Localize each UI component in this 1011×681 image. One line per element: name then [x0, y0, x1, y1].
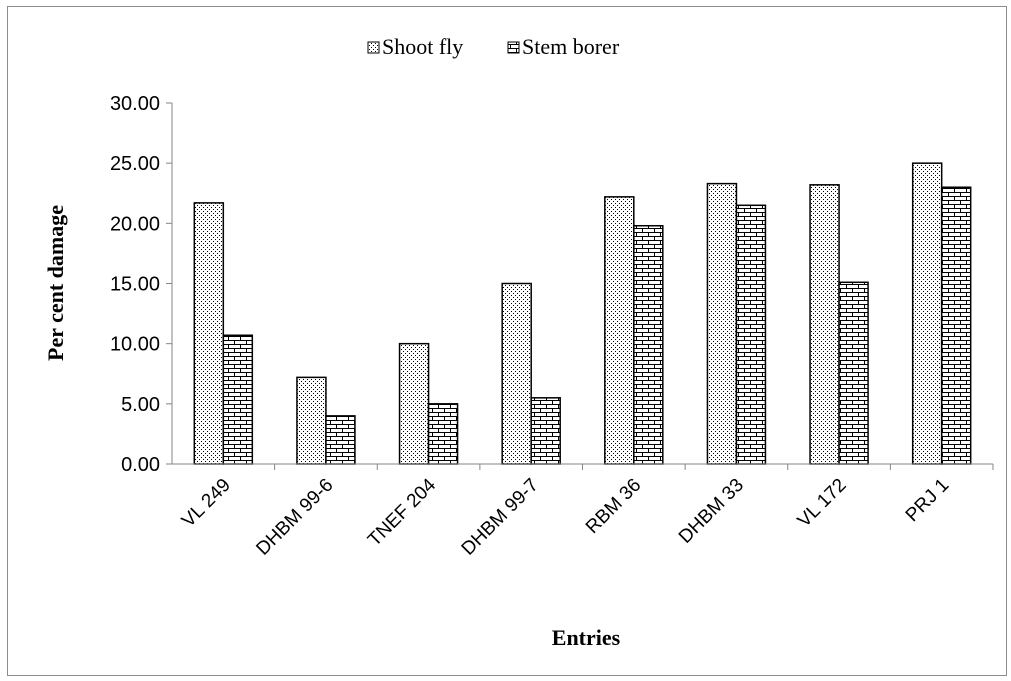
bar-shoot-fly-dhbm-99-7 [501, 282, 532, 465]
y-tick-label: 15.00 [110, 274, 160, 296]
y-tick-label: 30.00 [110, 93, 160, 115]
x-tick-label: DHBM 99-6 [252, 475, 337, 560]
bar-stem-borer-vl-249 [222, 334, 254, 465]
x-axis-title: Entries [552, 625, 621, 650]
y-tick-label: 25.00 [110, 153, 160, 175]
bar-shoot-fly-tnef-204 [398, 342, 430, 465]
legend-item-shoot-fly: Shoot fly [367, 34, 463, 59]
bar-stem-borer-tnef-204 [427, 403, 459, 465]
bar-stem-borer-prj-1 [940, 186, 972, 465]
x-tick-label: DHBM 99-7 [458, 475, 543, 560]
bar-shoot-fly-rbm-36 [604, 196, 635, 465]
legend: Shoot fly Stem borer [367, 34, 620, 59]
bar-shoot-fly-vl-249 [193, 202, 225, 465]
bar-stem-borer-vl-172 [838, 281, 869, 465]
bar-stem-borer-rbm-36 [633, 224, 664, 465]
bar-stem-borer-dhbm-99-7 [530, 397, 561, 465]
y-tick-label: 20.00 [110, 213, 160, 235]
legend-item-stem-borer: Stem borer [507, 34, 620, 59]
y-tick-label: 0.00 [121, 454, 160, 476]
bar-shoot-fly-dhbm-33 [706, 182, 738, 465]
x-tick-label: DHBM 33 [675, 475, 748, 548]
y-tick-label: 10.00 [110, 334, 160, 356]
x-tick-label: VL 172 [794, 475, 851, 532]
legend-label-shoot-fly: Shoot fly [382, 34, 463, 59]
y-axis-title: Per cent damage [43, 205, 68, 361]
bar-shoot-fly-prj-1 [911, 162, 943, 465]
y-tick-label: 5.00 [121, 394, 160, 416]
legend-swatch-stem-borer [507, 41, 520, 54]
bar-stem-borer-dhbm-99-6 [325, 415, 356, 465]
bar-shoot-fly-dhbm-99-6 [296, 376, 327, 465]
legend-swatch-shoot-fly [367, 41, 380, 54]
x-tick-label: RBM 36 [582, 475, 645, 538]
plot-area: 0.00 5.00 10.00 15.00 20.00 25.00 30.00 VL 249 D… [110, 93, 994, 560]
bar-shoot-fly-vl-172 [809, 184, 840, 465]
legend-label-stem-borer: Stem borer [522, 34, 620, 59]
x-tick-label: PRJ 1 [902, 475, 953, 526]
bar-stem-borer-dhbm-33 [735, 204, 767, 465]
x-tick-label: VL 249 [178, 475, 235, 532]
x-tick-label: TNEF 204 [364, 474, 440, 550]
